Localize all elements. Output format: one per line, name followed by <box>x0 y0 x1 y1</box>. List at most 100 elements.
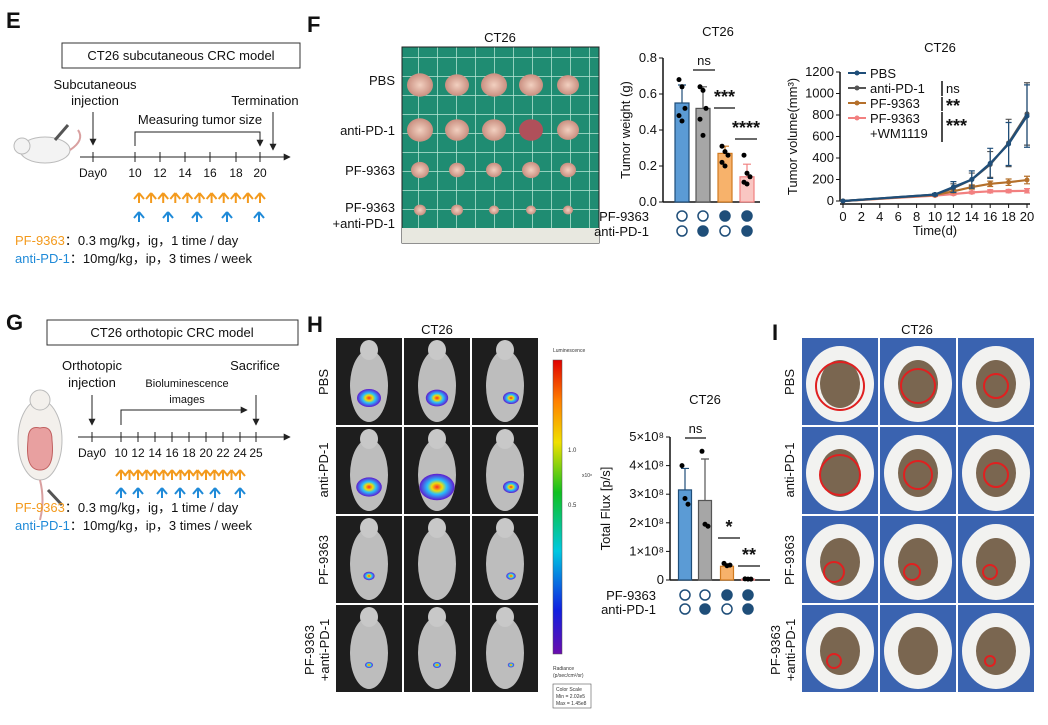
timeline-tick-label: 16 <box>165 446 179 460</box>
tumor <box>451 204 463 216</box>
y-axis-label: Total Flux [p/s] <box>598 467 613 551</box>
x-tick-label: 4 <box>876 209 883 224</box>
drug-antipd1-label: anti-PD-1 <box>15 251 70 266</box>
tumor-circle <box>823 561 845 583</box>
tumor-weight-chart: CT26 0.0 0.2 0.4 0.6 0.8 Tumor weight (g) PF-93… <box>594 24 760 239</box>
drug-pf9363-label: PF-9363 <box>15 500 65 515</box>
bar <box>719 565 735 581</box>
error-bar <box>681 467 689 490</box>
luminescence-signal <box>357 389 381 407</box>
y-axis-label: Tumor weight (g) <box>618 81 633 179</box>
pf9363-indicator <box>742 589 754 601</box>
total-flux-chart: CT26 0 1×10⁸ 2×10⁸ 3×10⁸ 4×10⁸ 5×10⁸ Total Flux… <box>598 392 770 617</box>
significance-label: * <box>725 517 732 537</box>
drug-pf9363-dose: ：0.3 mg/kg，ig，1 time / day <box>65 500 239 515</box>
data-point <box>703 105 709 111</box>
colon <box>898 627 938 675</box>
x-tick-label: 20 <box>1020 209 1034 224</box>
pf9363-indicator <box>699 589 711 601</box>
colon <box>820 449 860 497</box>
mouse-head <box>428 607 446 627</box>
antipd1-indicator <box>742 603 754 615</box>
y-tick-label: 200 <box>812 172 834 187</box>
timeline-tick-label: 22 <box>216 446 230 460</box>
panel-f: F CT26 PBS anti-PD-1 PF-9363 PF-9363 +an… <box>307 12 600 244</box>
timeline-tick-label: 16 <box>203 166 217 180</box>
pf9363-dose-arrow-icon <box>181 192 194 203</box>
tumor <box>489 205 499 215</box>
row-label: PF-9363 <box>768 625 783 675</box>
tumor <box>407 118 433 142</box>
panel-letter: I <box>772 320 778 345</box>
antipd1-indicator <box>741 225 753 237</box>
photo-title: CT26 <box>484 30 516 45</box>
colorbar-gradient <box>552 359 563 655</box>
pf9363-indicator <box>697 210 709 222</box>
scale-box <box>552 683 592 709</box>
chart-title: CT26 <box>702 24 734 39</box>
ruler <box>402 228 599 243</box>
data-point <box>987 188 993 194</box>
row-label: PF-9363 <box>302 625 317 675</box>
drug-pf9363-label: PF-9363 <box>15 233 65 248</box>
radiance-label: Radiance <box>553 666 574 672</box>
measure-arrow <box>134 140 260 146</box>
x-axis-label: Time(d) <box>913 223 957 238</box>
y-tick-label: 5×10⁸ <box>629 429 664 444</box>
tumor <box>522 161 540 179</box>
luminescence-signal <box>503 481 519 493</box>
y-tick-label: 400 <box>812 150 834 165</box>
y-tick-label: 1000 <box>805 86 834 101</box>
timeline-tick-label: Day0 <box>78 446 106 460</box>
antipd1-indicator <box>679 603 691 615</box>
panel-letter: E <box>6 8 21 33</box>
imaging-label: Bioluminescence <box>145 378 228 390</box>
data-point <box>676 77 682 83</box>
antipd1-dose-arrow-icon <box>192 487 204 498</box>
y-axis-label: Tumor volume(mm³) <box>785 78 800 195</box>
antipd1-dose-arrow-icon <box>162 211 174 222</box>
y-tick-label: 1200 <box>805 64 834 79</box>
significance-label: ns <box>697 53 711 68</box>
mouse-body <box>350 528 388 600</box>
x-tick-label: 0 <box>839 209 846 224</box>
pf9363-indicator <box>721 589 733 601</box>
significance-label: ns <box>946 81 960 96</box>
legend-marker <box>854 85 860 91</box>
row-label: PF-9363 <box>599 209 649 224</box>
timeline-tick-label: 18 <box>182 446 196 460</box>
mouse-body <box>350 617 388 689</box>
tumor <box>445 119 469 141</box>
bar <box>674 102 690 203</box>
y-tick-label: 0.8 <box>639 50 657 65</box>
timeline-tick-label: 25 <box>249 446 263 460</box>
panel-g: G CT26 orthotopic CRC model Orthotopic i… <box>6 310 299 533</box>
data-point <box>1006 188 1012 194</box>
y-tick-label: 0.6 <box>639 86 657 101</box>
data-point <box>987 160 993 166</box>
scale-box-text: Min = 2.02e5 <box>556 694 585 700</box>
data-point <box>722 149 728 155</box>
antipd1-dose-arrow-icon <box>234 487 246 498</box>
row-label: PF-9363 <box>782 535 797 585</box>
timeline-tick-label: 20 <box>199 446 213 460</box>
data-point <box>1024 188 1030 194</box>
data-point <box>744 170 750 176</box>
timeline-tick-label: 10 <box>114 446 128 460</box>
pf9363-dose-arrow-icon <box>254 192 266 203</box>
model-box <box>46 319 299 346</box>
measure-label: Measuring tumor size <box>138 112 262 127</box>
x-tick-label: 8 <box>913 209 920 224</box>
antipd1-dose-arrow-icon <box>174 487 186 498</box>
data-point <box>987 181 993 187</box>
timeline-tick-label: 14 <box>178 166 192 180</box>
tumor <box>526 205 536 215</box>
colon <box>898 538 938 586</box>
antipd1-dose-arrow-icon <box>209 487 221 498</box>
measure-bracket <box>134 131 261 145</box>
panel-i: I CT26 PBS anti-PD-1 PF-9363 PF-9363 +an… <box>768 320 1034 692</box>
data-point <box>747 174 753 180</box>
row-label: anti-PD-1 <box>601 602 656 617</box>
pf9363-indicator <box>679 589 691 601</box>
